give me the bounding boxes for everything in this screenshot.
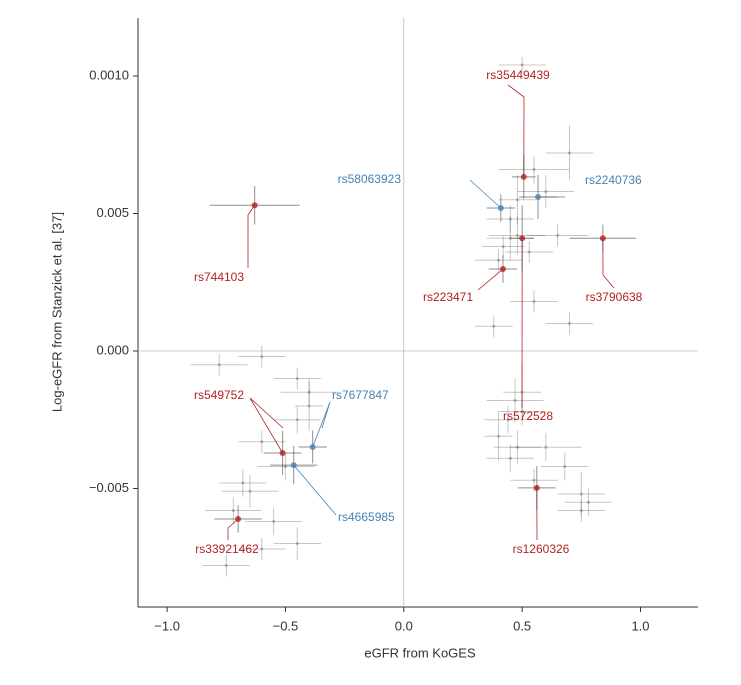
point (519, 235, 526, 242)
point-label: rs223471 (423, 290, 473, 304)
leader-line (602, 238, 615, 289)
point (501, 245, 505, 249)
point (260, 547, 264, 551)
point (520, 409, 524, 413)
x-tick-label: 0.0 (395, 618, 413, 633)
point (532, 478, 536, 482)
point-label: rs549752 (194, 388, 244, 402)
point (586, 500, 590, 504)
leader-line (469, 179, 502, 209)
point (515, 445, 519, 449)
point-label: rs7677847 (332, 388, 389, 402)
point-label: rs744103 (194, 270, 244, 284)
point (535, 194, 541, 201)
point (563, 464, 567, 468)
point-label: rs3790638 (586, 290, 643, 304)
point (309, 443, 316, 450)
leader-line (249, 397, 284, 454)
point (520, 173, 527, 180)
point (520, 63, 524, 67)
point (499, 266, 506, 273)
point (307, 390, 311, 394)
point (599, 235, 606, 242)
point (533, 484, 540, 491)
point (497, 205, 504, 212)
point (217, 363, 221, 367)
point (508, 456, 512, 460)
point (235, 516, 242, 523)
point (272, 519, 276, 523)
x-tick-label: −1.0 (154, 618, 180, 633)
point (231, 508, 235, 512)
leader-line (227, 518, 239, 540)
point (532, 168, 536, 172)
point (279, 450, 286, 457)
point (224, 563, 228, 567)
point (241, 481, 245, 485)
leader-line (312, 401, 331, 448)
point-label: rs4665985 (338, 510, 395, 524)
point-label: rs2240736 (585, 173, 642, 187)
point (251, 202, 258, 209)
point (567, 321, 571, 325)
y-tick-label: −0.005 (89, 480, 129, 495)
point (532, 300, 536, 304)
y-axis-label: Log-eGFR from Stanzick et al. [37] (49, 212, 64, 412)
x-axis-label: eGFR from KoGES (364, 645, 476, 660)
point (492, 324, 496, 328)
point (506, 418, 510, 422)
x-tick-label: 1.0 (631, 618, 649, 633)
point-label: rs572528 (503, 409, 553, 423)
leader-line (507, 84, 525, 177)
point (260, 440, 264, 444)
point-label: rs58063923 (338, 172, 402, 186)
point (260, 354, 264, 358)
point (567, 151, 571, 155)
point (544, 445, 548, 449)
y-tick-label: 0.000 (96, 342, 129, 357)
point-label: rs1260326 (513, 542, 570, 556)
x-tick-label: 0.5 (513, 618, 531, 633)
y-tick-label: 0.005 (96, 205, 129, 220)
x-tick-label: −0.5 (273, 618, 299, 633)
point (295, 376, 299, 380)
y-tick-label: 0.0010 (89, 67, 129, 82)
point (248, 489, 252, 493)
point (515, 234, 519, 238)
point (283, 464, 287, 468)
point (515, 198, 519, 202)
leader-line (477, 268, 504, 291)
point (496, 258, 500, 262)
leader-line (247, 205, 256, 268)
point (579, 508, 583, 512)
point (556, 234, 560, 238)
point (508, 217, 512, 221)
point-label: rs35449439 (486, 68, 550, 82)
point (544, 190, 548, 194)
leader-line (293, 464, 337, 516)
point (295, 418, 299, 422)
point (307, 404, 311, 408)
point (295, 541, 299, 545)
point (527, 250, 531, 254)
point-label: rs33921462 (195, 542, 259, 556)
point (513, 398, 517, 402)
point (579, 492, 583, 496)
point (496, 434, 500, 438)
point (290, 462, 297, 469)
